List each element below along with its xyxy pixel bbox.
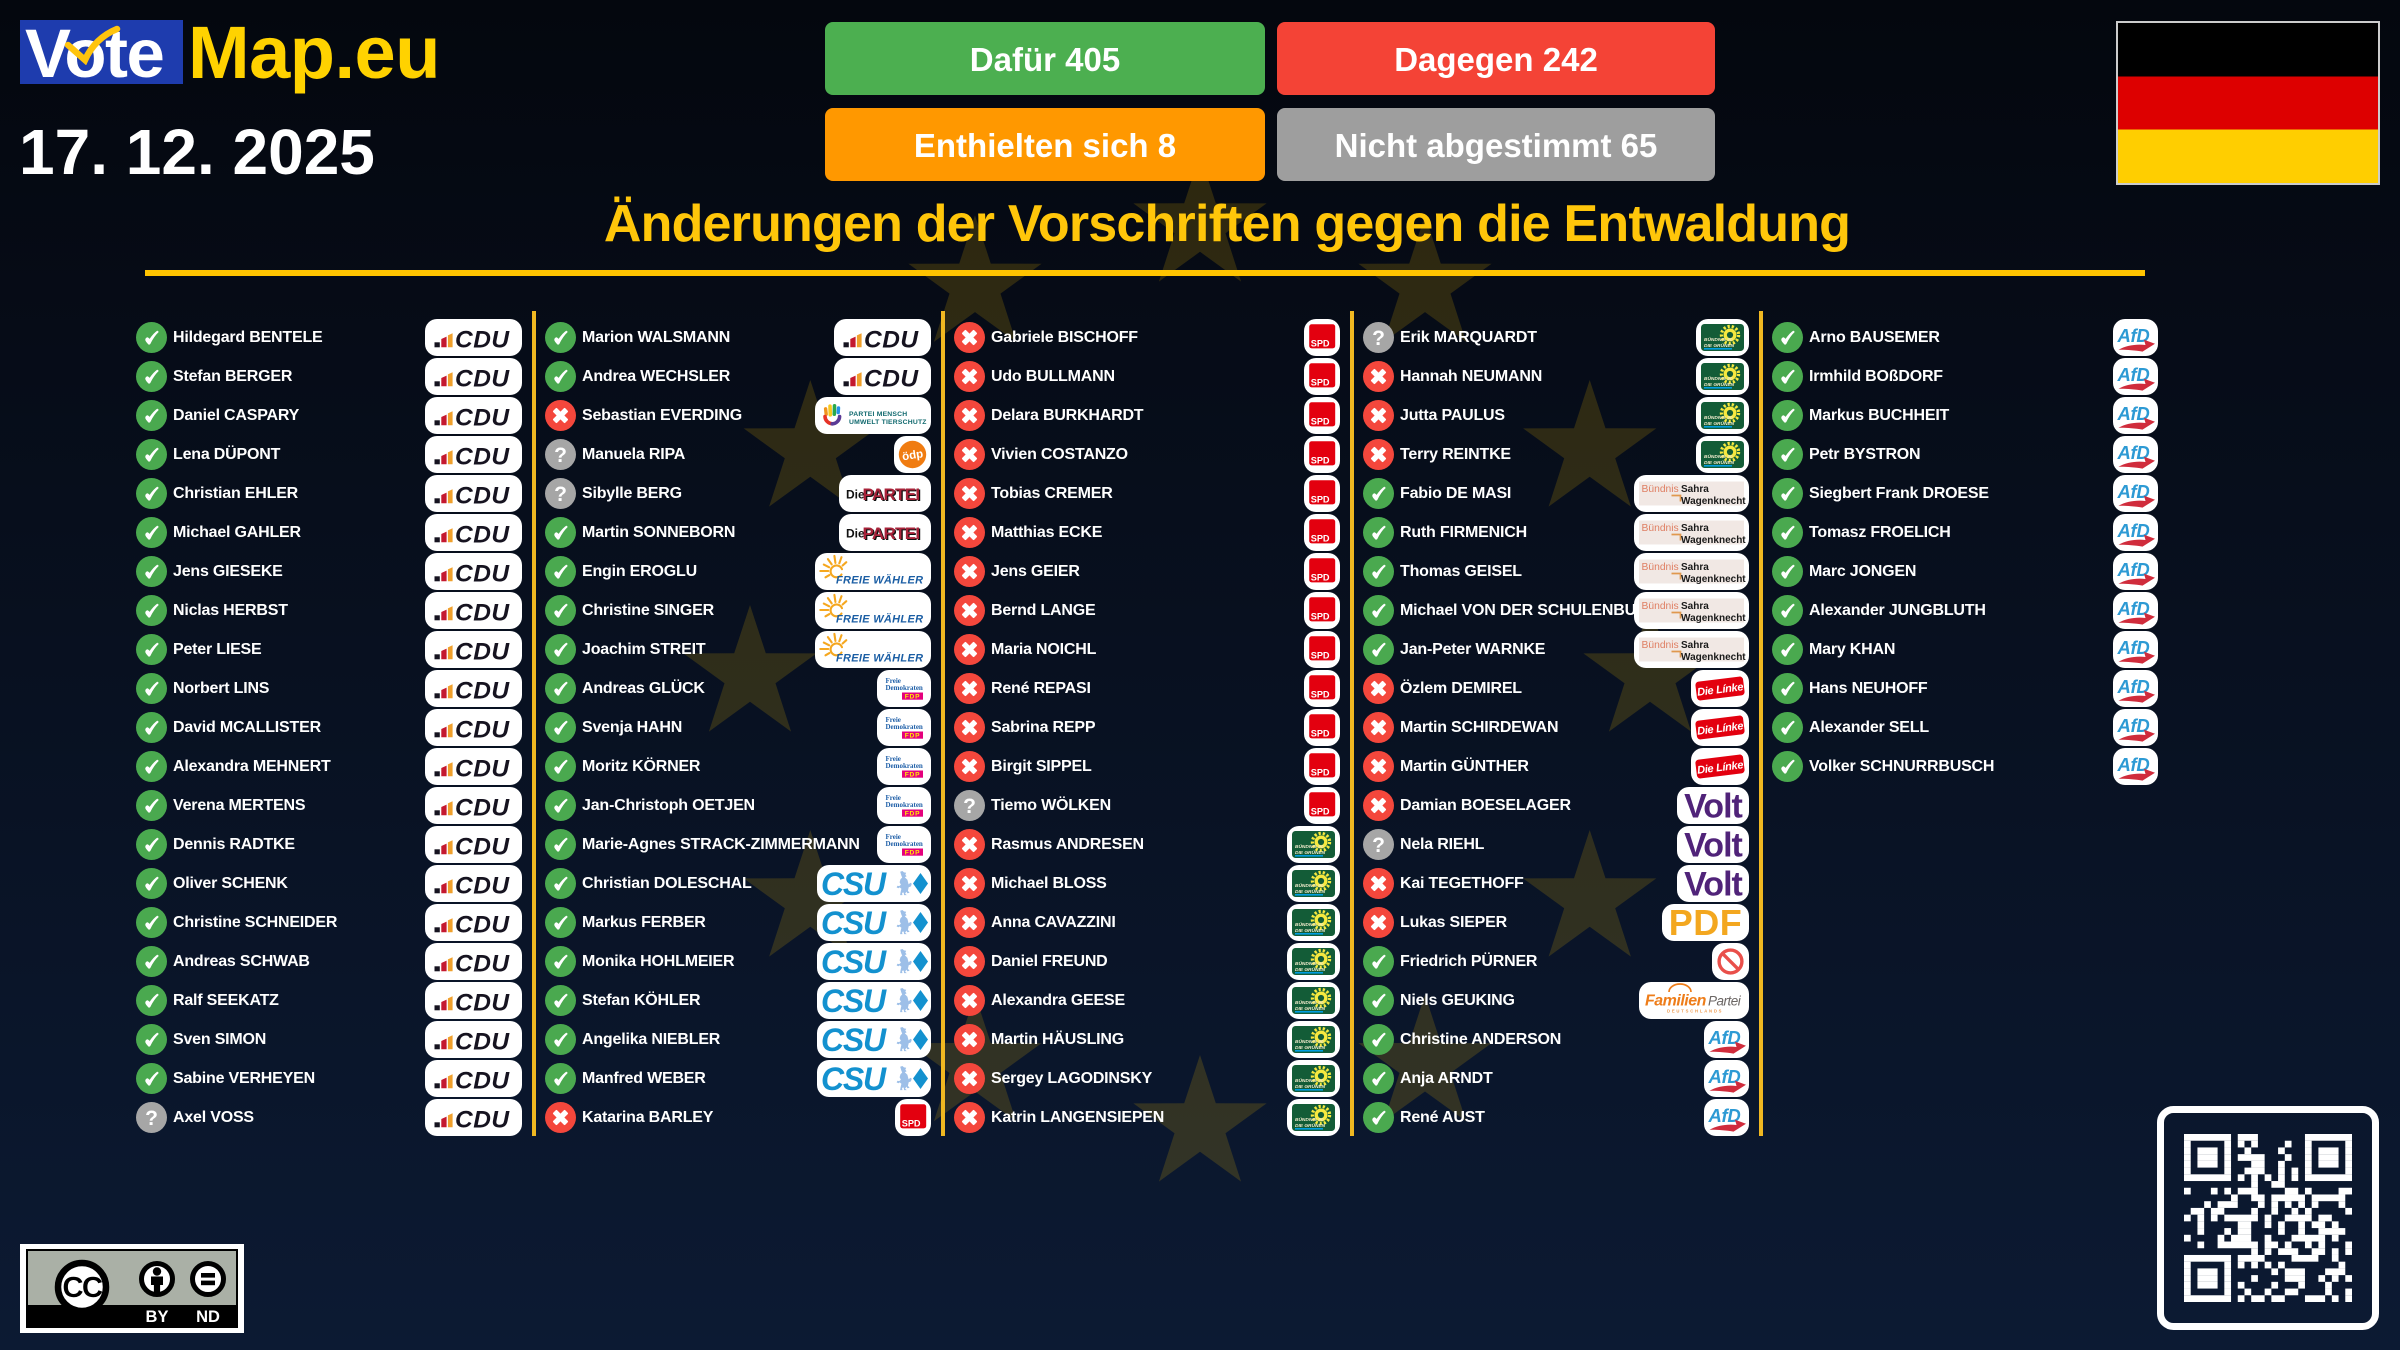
svg-text:BY: BY [146, 1308, 169, 1326]
svg-text:CC: CC [63, 1272, 103, 1304]
svg-text:ND: ND [196, 1308, 220, 1326]
